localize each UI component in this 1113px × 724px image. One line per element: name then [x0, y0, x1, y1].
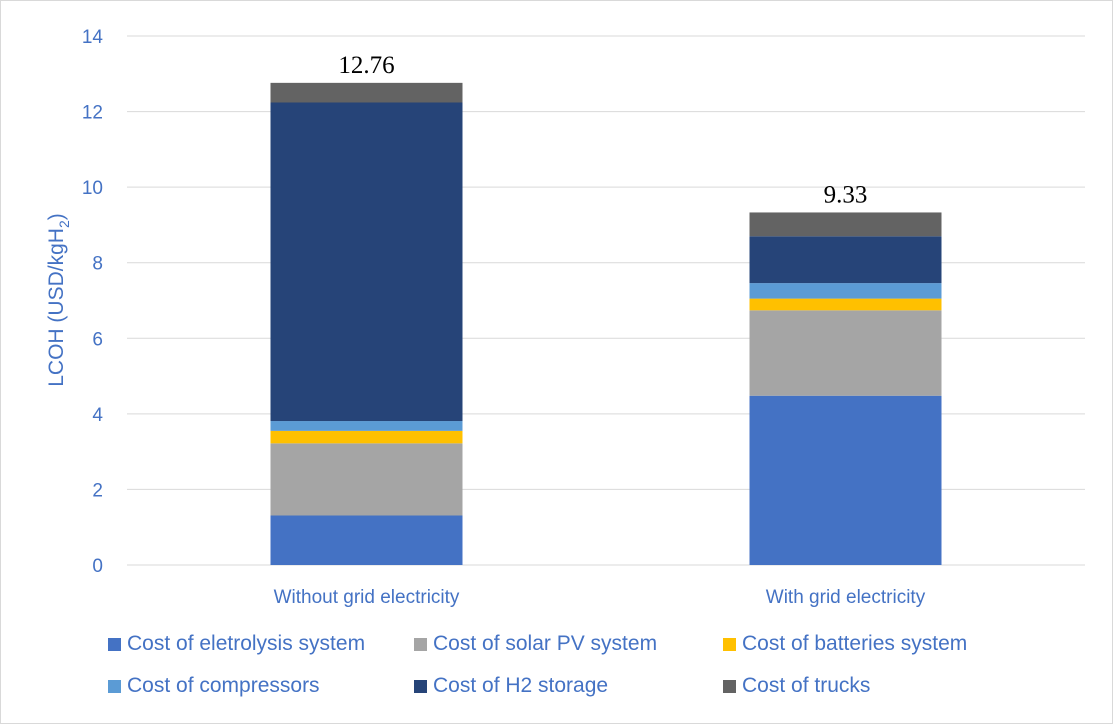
bar-segment-1-0 — [270, 443, 463, 516]
legend-swatch-5 — [723, 680, 736, 693]
bar-segment-3-1 — [749, 283, 942, 299]
bar-segment-1-1 — [749, 310, 942, 396]
bar-segment-5-1 — [749, 212, 942, 237]
x-category-label: Without grid electricity — [274, 587, 460, 608]
y-tick-label: 2 — [92, 480, 103, 501]
legend-swatch-3 — [108, 680, 121, 693]
bar-segment-2-0 — [270, 430, 463, 444]
legend-label: Cost of H2 storage — [433, 674, 608, 697]
category-labels: Without grid electricity With grid electr… — [274, 587, 926, 608]
legend-swatch-1 — [414, 638, 427, 651]
y-tick-label: 12 — [82, 103, 103, 124]
x-category-label: With grid electricity — [766, 587, 926, 608]
total-label: 9.33 — [824, 181, 868, 208]
bar-segment-3-0 — [270, 421, 463, 431]
y-tick-label: 6 — [92, 329, 103, 350]
legend-swatch-0 — [108, 638, 121, 651]
bar-segment-4-1 — [749, 236, 942, 284]
total-labels: 12.76 9.33 — [338, 52, 867, 209]
y-tick-label: 10 — [82, 178, 103, 199]
total-label: 12.76 — [338, 52, 394, 79]
bar-segment-4-0 — [270, 102, 463, 422]
bar-segment-5-0 — [270, 82, 463, 103]
bar-segment-0-0 — [270, 515, 463, 565]
bars — [270, 82, 942, 565]
y-tick-label: 14 — [82, 27, 104, 48]
y-tick-label: 4 — [92, 405, 103, 426]
y-tick-label: 8 — [92, 254, 103, 275]
legend-swatch-2 — [723, 638, 736, 651]
legend: Cost of eletrolysis system Cost of solar … — [108, 632, 967, 697]
y-tick-label: 0 — [92, 556, 103, 577]
legend-label: Cost of eletrolysis system — [127, 632, 365, 655]
legend-label: Cost of compressors — [127, 674, 320, 697]
bar-segment-2-1 — [749, 298, 942, 311]
legend-label: Cost of batteries system — [742, 632, 967, 655]
bar-segment-0-1 — [749, 395, 942, 565]
legend-swatch-4 — [414, 680, 427, 693]
y-axis-ticks: 0 2 4 6 8 10 12 14 — [82, 27, 104, 577]
legend-label: Cost of trucks — [742, 674, 870, 697]
y-axis-label: LCOH (USD/kgH2) — [45, 213, 72, 387]
legend-label: Cost of solar PV system — [433, 632, 657, 655]
